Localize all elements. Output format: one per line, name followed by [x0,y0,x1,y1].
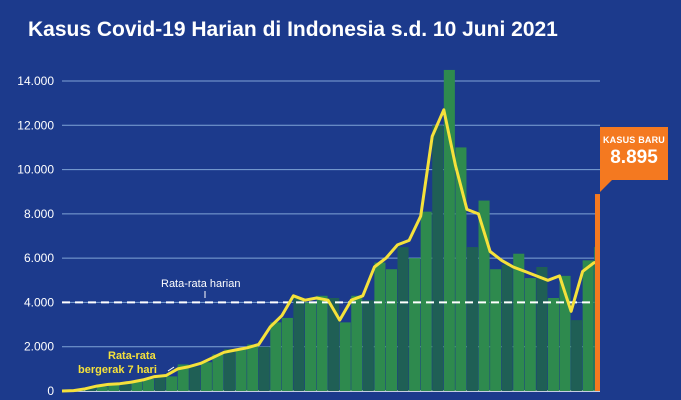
bar [258,346,270,391]
bar [559,275,571,391]
moving-average-label-pointer [167,366,175,372]
moving-average-label-line2: bergerak 7 hari [78,364,157,376]
bar [85,387,97,391]
bar [270,322,282,391]
y-tick-label: 8.000 [24,207,54,221]
bar [235,348,247,391]
bar [443,69,455,391]
bar [108,383,120,391]
callout-label: KASUS BARU [602,135,665,145]
bar [339,322,351,391]
y-tick-label: 4.000 [24,295,54,309]
y-tick-label: 0 [47,384,54,398]
bar [223,348,236,391]
bar [455,147,467,391]
y-tick-label: 6.000 [24,251,54,265]
average-label: Rata-rata harian [161,278,241,290]
bar [513,253,525,391]
bar [397,247,409,391]
bar [490,269,502,391]
bar [96,386,108,391]
bar [420,211,432,391]
latest-bar [595,194,600,391]
moving-average-line [61,108,600,393]
callout-value: 8.895 [610,147,658,168]
bar [385,269,398,391]
bar [119,383,131,391]
bar [142,379,155,391]
y-tick-label: 14.000 [17,74,54,88]
bar [177,364,189,391]
bar [432,125,444,392]
y-axis-labels: 0 2.000 4.000 6.000 8.000 10.000 12.000 14.000 [17,74,54,398]
bar [154,375,166,391]
bar [571,320,583,391]
bar [281,317,293,391]
bars [73,69,600,392]
bar [536,267,548,391]
new-cases-callout: KASUS BARU 8.895 [600,127,668,180]
bar [316,295,328,391]
bar [466,247,479,391]
callout-pointer [600,180,612,192]
bar [478,200,490,391]
bar [501,264,513,391]
moving-average-label-line1: Rata-rata [108,350,157,362]
bar [524,278,536,391]
bar [189,366,201,391]
bar [166,376,178,391]
bar [328,298,340,391]
bar [212,354,224,391]
bar [374,262,386,391]
bar [131,381,143,391]
chart-title: Kasus Covid-19 Harian di Indonesia s.d. … [28,18,558,41]
bar [200,362,212,391]
bar [351,295,363,391]
bar [293,298,305,391]
y-tick-label: 12.000 [17,118,54,132]
y-tick-label: 2.000 [24,340,54,354]
bar [547,298,560,391]
y-tick-label: 10.000 [17,163,54,177]
bar [362,300,374,391]
bar [247,344,259,391]
bar [304,302,317,391]
bar [582,260,594,391]
bar [409,258,421,391]
